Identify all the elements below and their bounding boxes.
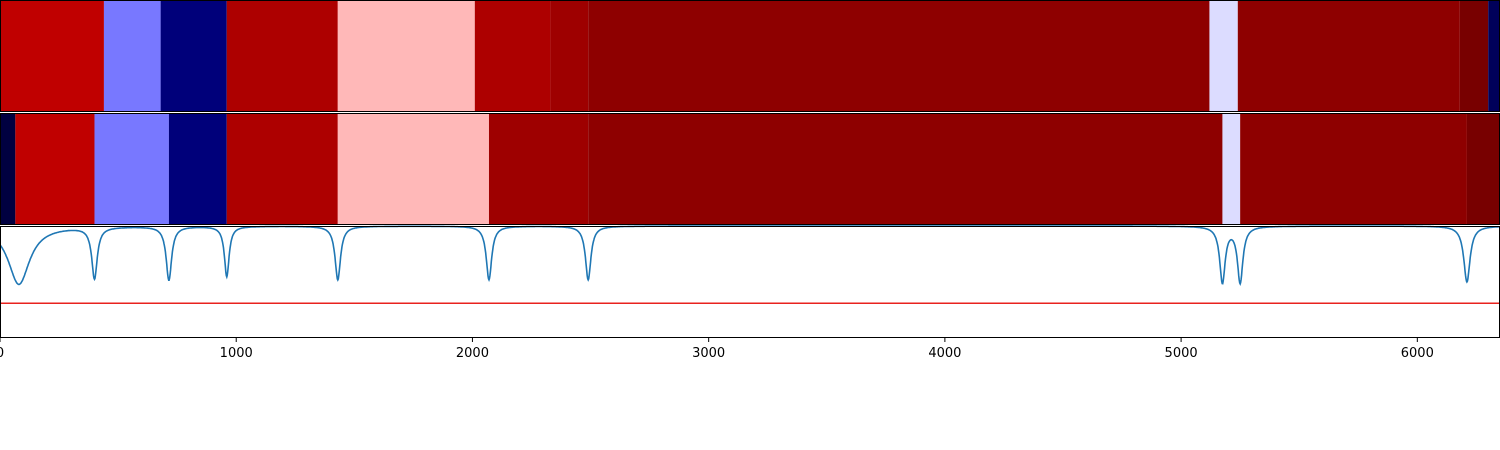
x-tick-label: 4000 xyxy=(928,346,961,361)
segment-2-9 xyxy=(1222,113,1241,225)
x-axis: 0 1000 2000 3000 4000 5000 6000 xyxy=(0,338,1434,361)
segment-2-3 xyxy=(94,113,169,225)
signal-line xyxy=(0,225,1500,286)
segment-row-bottom xyxy=(0,113,1500,225)
x-tick-label: 3000 xyxy=(692,346,725,361)
segment-1-9 xyxy=(1209,0,1238,112)
segment-2-4 xyxy=(168,113,227,225)
segment-1-7 xyxy=(550,0,589,112)
segment-1-3 xyxy=(160,0,227,112)
segment-1-11 xyxy=(1459,0,1489,112)
axes-frame-3 xyxy=(0,226,1500,338)
x-tick-label: 0 xyxy=(0,346,4,361)
signal-panel xyxy=(0,225,1500,305)
segment-2-6 xyxy=(337,113,489,225)
x-tick-label: 2000 xyxy=(456,346,489,361)
segment-2-5 xyxy=(226,113,338,225)
segment-1-10 xyxy=(1237,0,1460,112)
segment-1-8 xyxy=(588,0,1210,112)
segment-2-11 xyxy=(1466,113,1500,225)
segment-2-10 xyxy=(1240,113,1467,225)
segment-1-2 xyxy=(103,0,161,112)
segment-2-7 xyxy=(488,113,589,225)
segment-1-5 xyxy=(337,0,475,112)
x-tick-label: 5000 xyxy=(1165,346,1198,361)
segment-1-12 xyxy=(1488,0,1500,112)
x-tick-label: 1000 xyxy=(220,346,253,361)
segment-1-4 xyxy=(226,0,338,112)
segment-1-6 xyxy=(474,0,551,112)
segment-2-2 xyxy=(15,113,95,225)
x-tick-label: 6000 xyxy=(1401,346,1434,361)
segment-1-1 xyxy=(0,0,104,112)
segment-2-8 xyxy=(588,113,1223,225)
segment-row-top xyxy=(0,0,1500,112)
segment-2-1 xyxy=(0,113,16,225)
